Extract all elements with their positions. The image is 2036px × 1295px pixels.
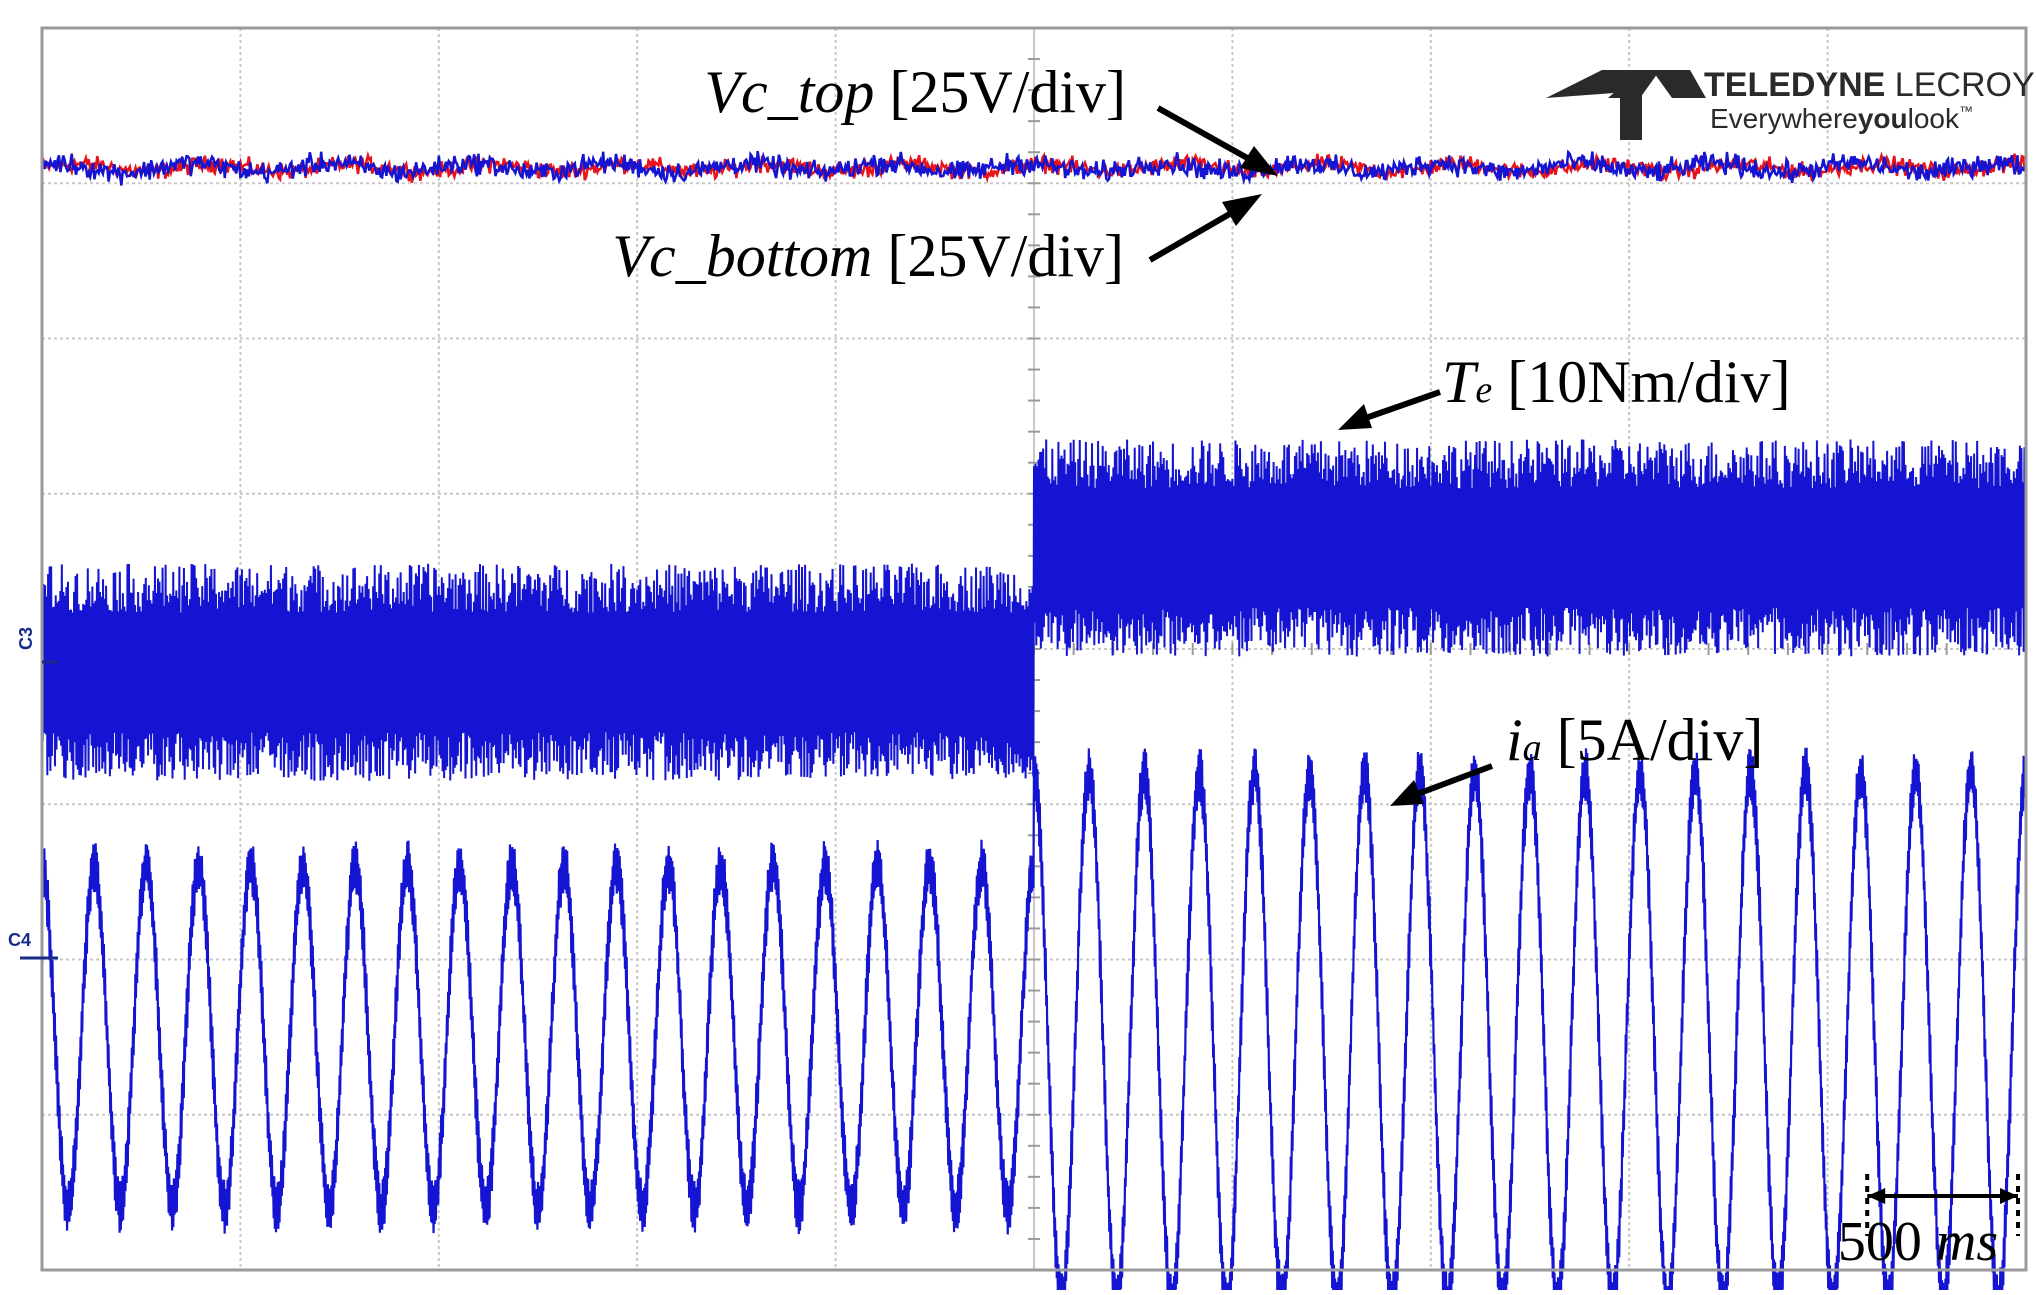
channel-label-c4: C4 [8, 930, 31, 950]
label-te: Te [10Nm/div] [1442, 349, 1791, 415]
teledyne-logo-icon [1546, 70, 1706, 140]
teledyne-lecroy-logo: TELEDYNE LECROY Everywhereyoulook™ [1546, 66, 2035, 140]
brand-name: TELEDYNE LECROY [1704, 66, 2035, 104]
arrow-ia [1390, 763, 1494, 806]
scale-bar-arrow-left [1867, 1188, 1886, 1204]
arrow-te [1338, 389, 1441, 430]
trace-3 [40, 747, 2028, 1295]
label-vc-top: Vc_top [25V/div] [704, 59, 1126, 125]
time-scale-bar [1865, 1174, 2020, 1236]
scale-bar-arrow-right [2000, 1188, 2018, 1204]
label-vc-bottom: Vc_bottom [25V/div] [612, 223, 1124, 289]
channel-marker-c4: C4 [8, 930, 58, 960]
brand-tagline: Everywhereyoulook™ [1710, 103, 1973, 134]
trace-2 [41, 439, 2027, 781]
plot-frame [40, 26, 2028, 1272]
trace-1 [41, 149, 2028, 186]
channel-label-c3: C3 [16, 627, 36, 650]
arrow-vc-bottom [1148, 194, 1262, 263]
channel-marker-c3: C3 [16, 627, 58, 664]
arrow-vc-top [1156, 105, 1278, 176]
traces [40, 149, 2028, 1295]
label-ia: ia [5A/div] [1506, 707, 1763, 773]
scale-bar-label: 500 ms [1838, 1211, 1998, 1273]
